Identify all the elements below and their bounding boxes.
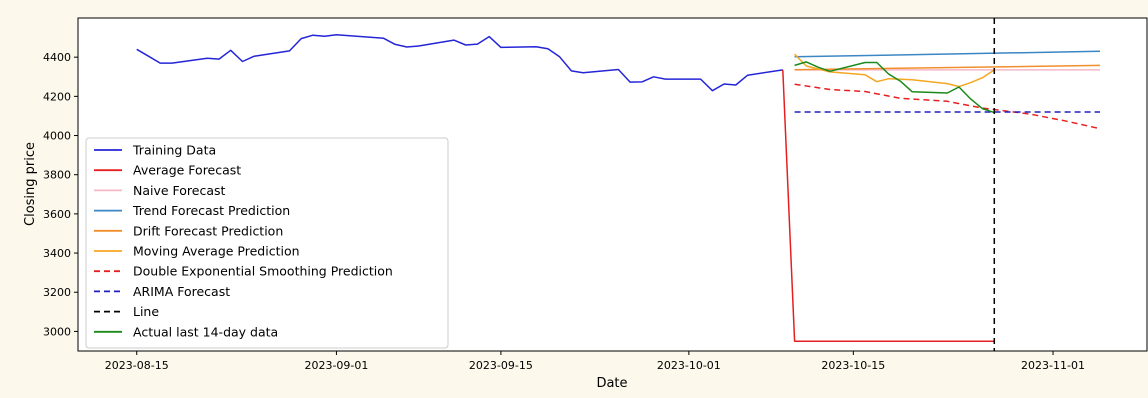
y-tick-label: 3200 — [43, 286, 71, 299]
legend-box — [85, 137, 449, 349]
series-line-actual-last-14-day-data — [794, 61, 995, 114]
legend-label-training-data: Training Data — [132, 143, 216, 158]
plot-frame — [77, 17, 1148, 352]
legend-label-line: Line — [133, 304, 159, 319]
legend-label-double-exponential-smoothing-prediction: Double Exponential Smoothing Prediction — [133, 264, 393, 279]
series-line-moving-average-prediction — [794, 53, 995, 88]
y-tick-label: 4200 — [43, 90, 71, 103]
x-tick-label: 2023-09-15 — [469, 359, 533, 372]
y-axis: 3000 3200 3400 3600 3800 4000 4200 4400 — [43, 51, 78, 338]
legend-label-drift-forecast-prediction: Drift Forecast Prediction — [133, 223, 283, 238]
legend-label-moving-average-prediction: Moving Average Prediction — [133, 244, 300, 259]
x-axis: 2023-08-15 2023-09-01 2023-09-15 2023-10-01… — [105, 351, 1085, 372]
legend: Training Data Average Forecast Naive Forec… — [85, 137, 449, 349]
series-line-trend-forecast-prediction — [794, 50, 1101, 58]
y-tick-label: 4000 — [43, 130, 71, 143]
legend-label-average-forecast: Average Forecast — [133, 163, 241, 178]
series-line-double-exponential-smoothing-prediction — [794, 83, 1101, 130]
legend-label-actual-last-14-day-data: Actual last 14-day data — [133, 324, 278, 339]
x-tick-label: 2023-10-15 — [821, 359, 885, 372]
y-tick-label: 3600 — [43, 208, 71, 221]
series-line-training-data — [136, 33, 783, 92]
x-axis-label: Date — [596, 376, 627, 391]
series-line-drift-forecast-prediction — [794, 64, 1101, 71]
x-tick-label: 2023-10-01 — [657, 359, 721, 372]
x-tick-label: 2023-08-15 — [105, 359, 169, 372]
y-tick-label: 3000 — [43, 325, 71, 338]
legend-label-naive-forecast: Naive Forecast — [133, 183, 226, 198]
x-tick-label: 2023-09-01 — [304, 359, 368, 372]
series-line-average-forecast — [782, 69, 995, 342]
x-tick-label: 2023-11-01 — [1021, 359, 1085, 372]
legend-label-trend-forecast-prediction: Trend Forecast Prediction — [132, 203, 290, 218]
series-layer — [136, 18, 1101, 351]
legend-label-arima-forecast: ARIMA Forecast — [133, 284, 230, 299]
y-tick-label: 3400 — [43, 247, 71, 260]
y-axis-label: Closing price — [23, 142, 38, 226]
y-tick-label: 4400 — [43, 51, 71, 64]
y-tick-label: 3800 — [43, 169, 71, 182]
